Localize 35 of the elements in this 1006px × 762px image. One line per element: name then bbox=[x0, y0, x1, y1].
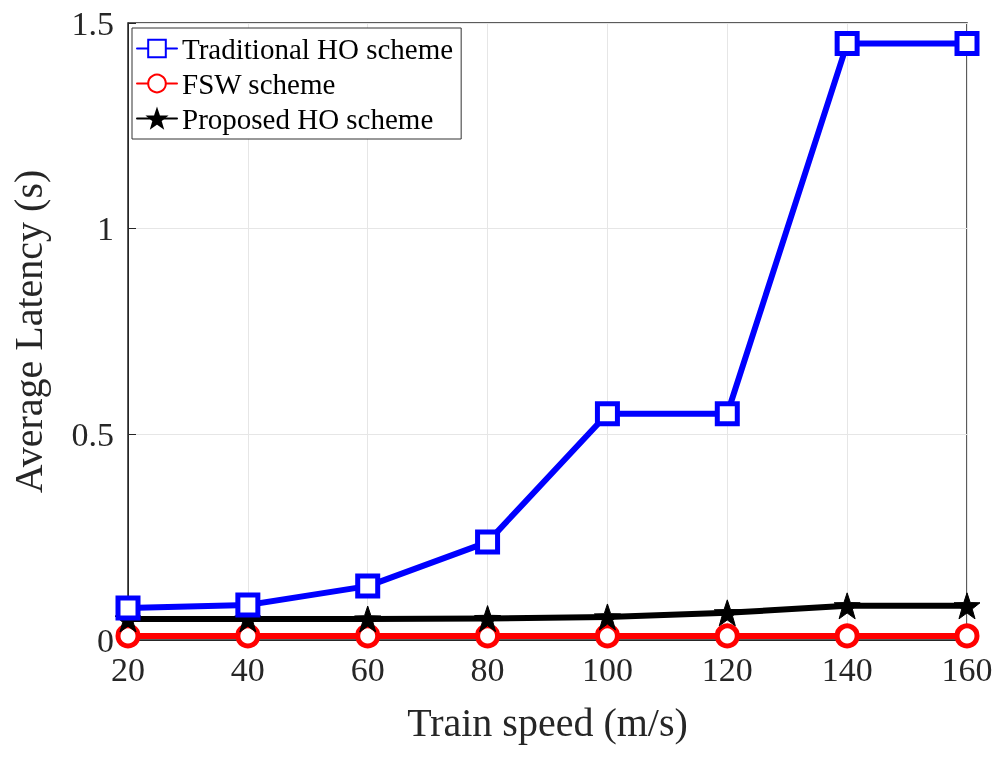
point bbox=[354, 605, 382, 633]
x-tick-label: 120 bbox=[701, 650, 753, 688]
point bbox=[714, 623, 740, 649]
legend-label: Traditional HO scheme bbox=[182, 32, 454, 65]
point bbox=[594, 401, 620, 427]
y-tick-label: 1 bbox=[97, 210, 114, 248]
legend-label: Proposed HO scheme bbox=[182, 102, 434, 135]
legend-label: FSW scheme bbox=[182, 67, 336, 100]
x-tick-label: 80 bbox=[470, 650, 505, 688]
point bbox=[594, 623, 620, 649]
point bbox=[235, 592, 261, 618]
x-tick-label: 20 bbox=[111, 650, 145, 688]
point bbox=[954, 31, 980, 57]
point bbox=[593, 603, 621, 631]
x-tick-label: 40 bbox=[230, 650, 265, 688]
point bbox=[714, 401, 740, 427]
point bbox=[834, 623, 860, 649]
point bbox=[115, 595, 141, 621]
point bbox=[833, 592, 861, 620]
point bbox=[474, 605, 502, 633]
x-tick-label: 160 bbox=[941, 650, 993, 688]
point bbox=[954, 623, 980, 649]
y-tick-label: 1.5 bbox=[71, 4, 114, 42]
point bbox=[475, 529, 501, 555]
point bbox=[355, 573, 381, 599]
y-tick-label: 0.5 bbox=[71, 415, 114, 453]
x-axis-title: Train speed (m/s) bbox=[407, 699, 688, 745]
x-tick-label: 100 bbox=[581, 650, 633, 688]
point bbox=[713, 599, 741, 627]
x-tick-label: 140 bbox=[821, 650, 873, 688]
x-tick-label: 60 bbox=[350, 650, 385, 688]
y-axis-title: Average Latency (s) bbox=[5, 169, 51, 494]
point bbox=[953, 592, 981, 620]
y-tick-label: 0 bbox=[97, 621, 114, 659]
point bbox=[834, 31, 860, 57]
